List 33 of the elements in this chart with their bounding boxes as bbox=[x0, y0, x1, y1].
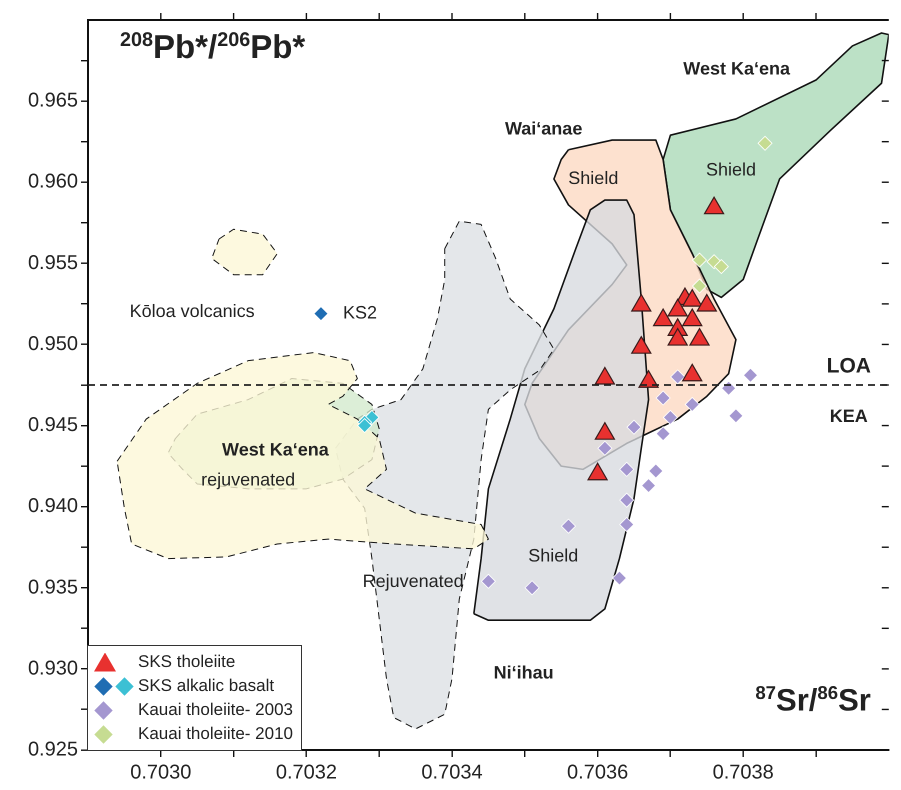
x-tick-label: 0.7034 bbox=[421, 762, 483, 784]
annotation: Kōloa volcanics bbox=[130, 300, 255, 321]
annotation: KS2 bbox=[342, 302, 377, 323]
y-axis-title: $^{208}$Pb*/$^{206}$Pb* bbox=[120, 28, 306, 66]
y-tick-label: 0.965 bbox=[28, 90, 78, 112]
x-tick-label: 0.7038 bbox=[712, 762, 774, 784]
legend-label: Kauai tholeiite- 2010 bbox=[138, 724, 294, 744]
x-tick-label: 0.7030 bbox=[130, 762, 192, 784]
legend-label: SKS tholeiite bbox=[138, 652, 236, 672]
annotation: Rejuvenated bbox=[362, 571, 464, 592]
y-tick-label: 0.955 bbox=[28, 252, 78, 274]
x-axis-title: $^{87}$Sr/$^{86}$Sr bbox=[755, 682, 871, 718]
annotation: West Ka‘ena bbox=[222, 440, 330, 460]
annotation: Ni‘ihau bbox=[494, 662, 554, 682]
y-tick-label: 0.950 bbox=[28, 332, 78, 355]
legend-label: Kauai tholeiite- 2003 bbox=[138, 700, 294, 720]
y-tick-label: 0.930 bbox=[28, 657, 78, 680]
x-tick-label: 0.7032 bbox=[276, 762, 337, 784]
y-tick-label: 0.935 bbox=[28, 576, 78, 598]
annotation: rejuvenated bbox=[201, 470, 296, 490]
legend-label: SKS alkalic basalt bbox=[138, 676, 274, 696]
x-tick-label: 0.7036 bbox=[567, 762, 628, 784]
y-tick-label: 0.940 bbox=[28, 495, 78, 518]
annotation: Shield bbox=[706, 159, 756, 180]
annotation: West Ka‘ena bbox=[683, 58, 791, 79]
annotation: KEA bbox=[830, 406, 868, 426]
y-tick-label: 0.925 bbox=[28, 738, 78, 761]
y-tick-label: 0.945 bbox=[28, 414, 78, 436]
ref-line-label: LOA bbox=[826, 354, 871, 378]
annotation: Wai‘anae bbox=[504, 118, 582, 138]
y-tick-label: 0.960 bbox=[28, 170, 78, 193]
annotation: Shield bbox=[568, 168, 618, 188]
annotation: Shield bbox=[528, 546, 578, 566]
